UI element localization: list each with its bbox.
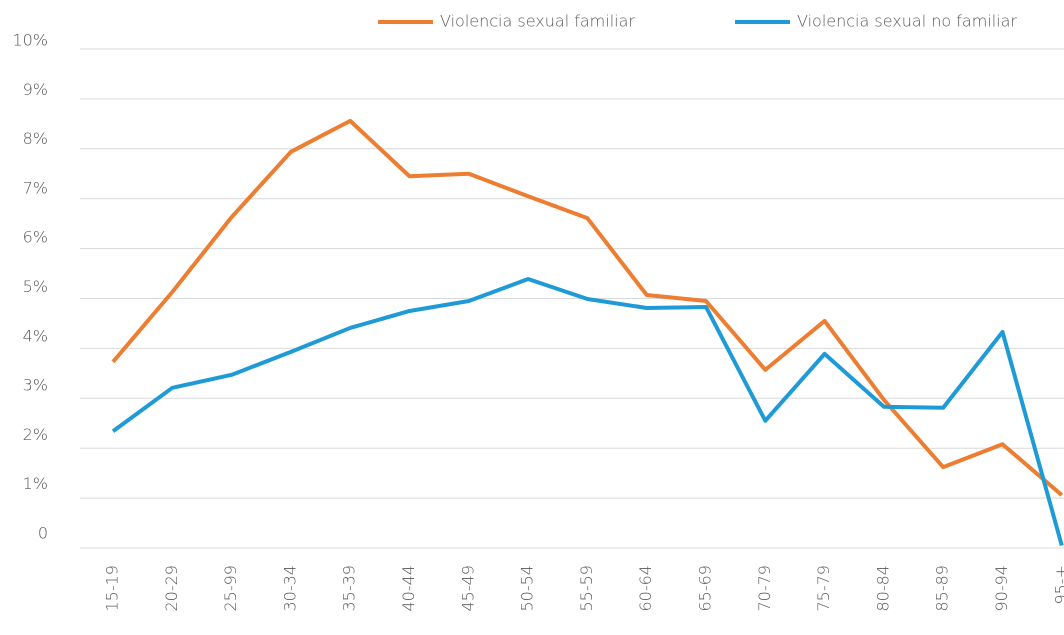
x-tick-label: 15-19 <box>103 565 122 612</box>
y-tick-label: 2% <box>23 425 48 444</box>
x-tick-label: 75-79 <box>814 565 833 612</box>
x-tick-label: 85-89 <box>933 565 952 612</box>
x-tick-label: 35-39 <box>340 565 359 612</box>
y-tick-label: 8% <box>23 129 48 148</box>
x-tick-label: 25-99 <box>221 565 240 612</box>
x-tick-label: 90-94 <box>992 565 1011 612</box>
y-tick-label: 4% <box>23 326 48 345</box>
y-tick-label: 0 <box>38 524 48 543</box>
x-tick-label: 80-84 <box>873 565 892 612</box>
x-tick-label: 95-+ <box>1051 565 1064 605</box>
series-line <box>111 118 1064 497</box>
x-tick-label: 45-49 <box>458 565 477 612</box>
y-tick-label: 3% <box>23 376 48 395</box>
y-tick-label: 9% <box>23 80 48 99</box>
y-tick-label: 1% <box>23 474 48 493</box>
legend-label: Violencia sexual no familiar <box>797 12 1017 31</box>
y-tick-label: 10% <box>12 31 48 50</box>
x-tick-label: 70-79 <box>755 565 774 612</box>
series-line <box>111 277 1064 547</box>
y-tick-label: 6% <box>23 228 48 247</box>
legend-label: Violencia sexual familiar <box>440 12 635 31</box>
x-tick-label: 55-59 <box>577 565 596 612</box>
x-tick-label: 40-44 <box>399 565 418 612</box>
y-tick-label: 7% <box>23 178 48 197</box>
x-tick-label: 50-54 <box>518 565 537 612</box>
x-tick-label: 30-34 <box>280 565 299 612</box>
x-tick-label: 65-69 <box>696 565 715 612</box>
x-tick-label: 20-29 <box>162 565 181 612</box>
y-tick-label: 5% <box>23 277 48 296</box>
x-tick-label: 60-64 <box>636 565 655 612</box>
